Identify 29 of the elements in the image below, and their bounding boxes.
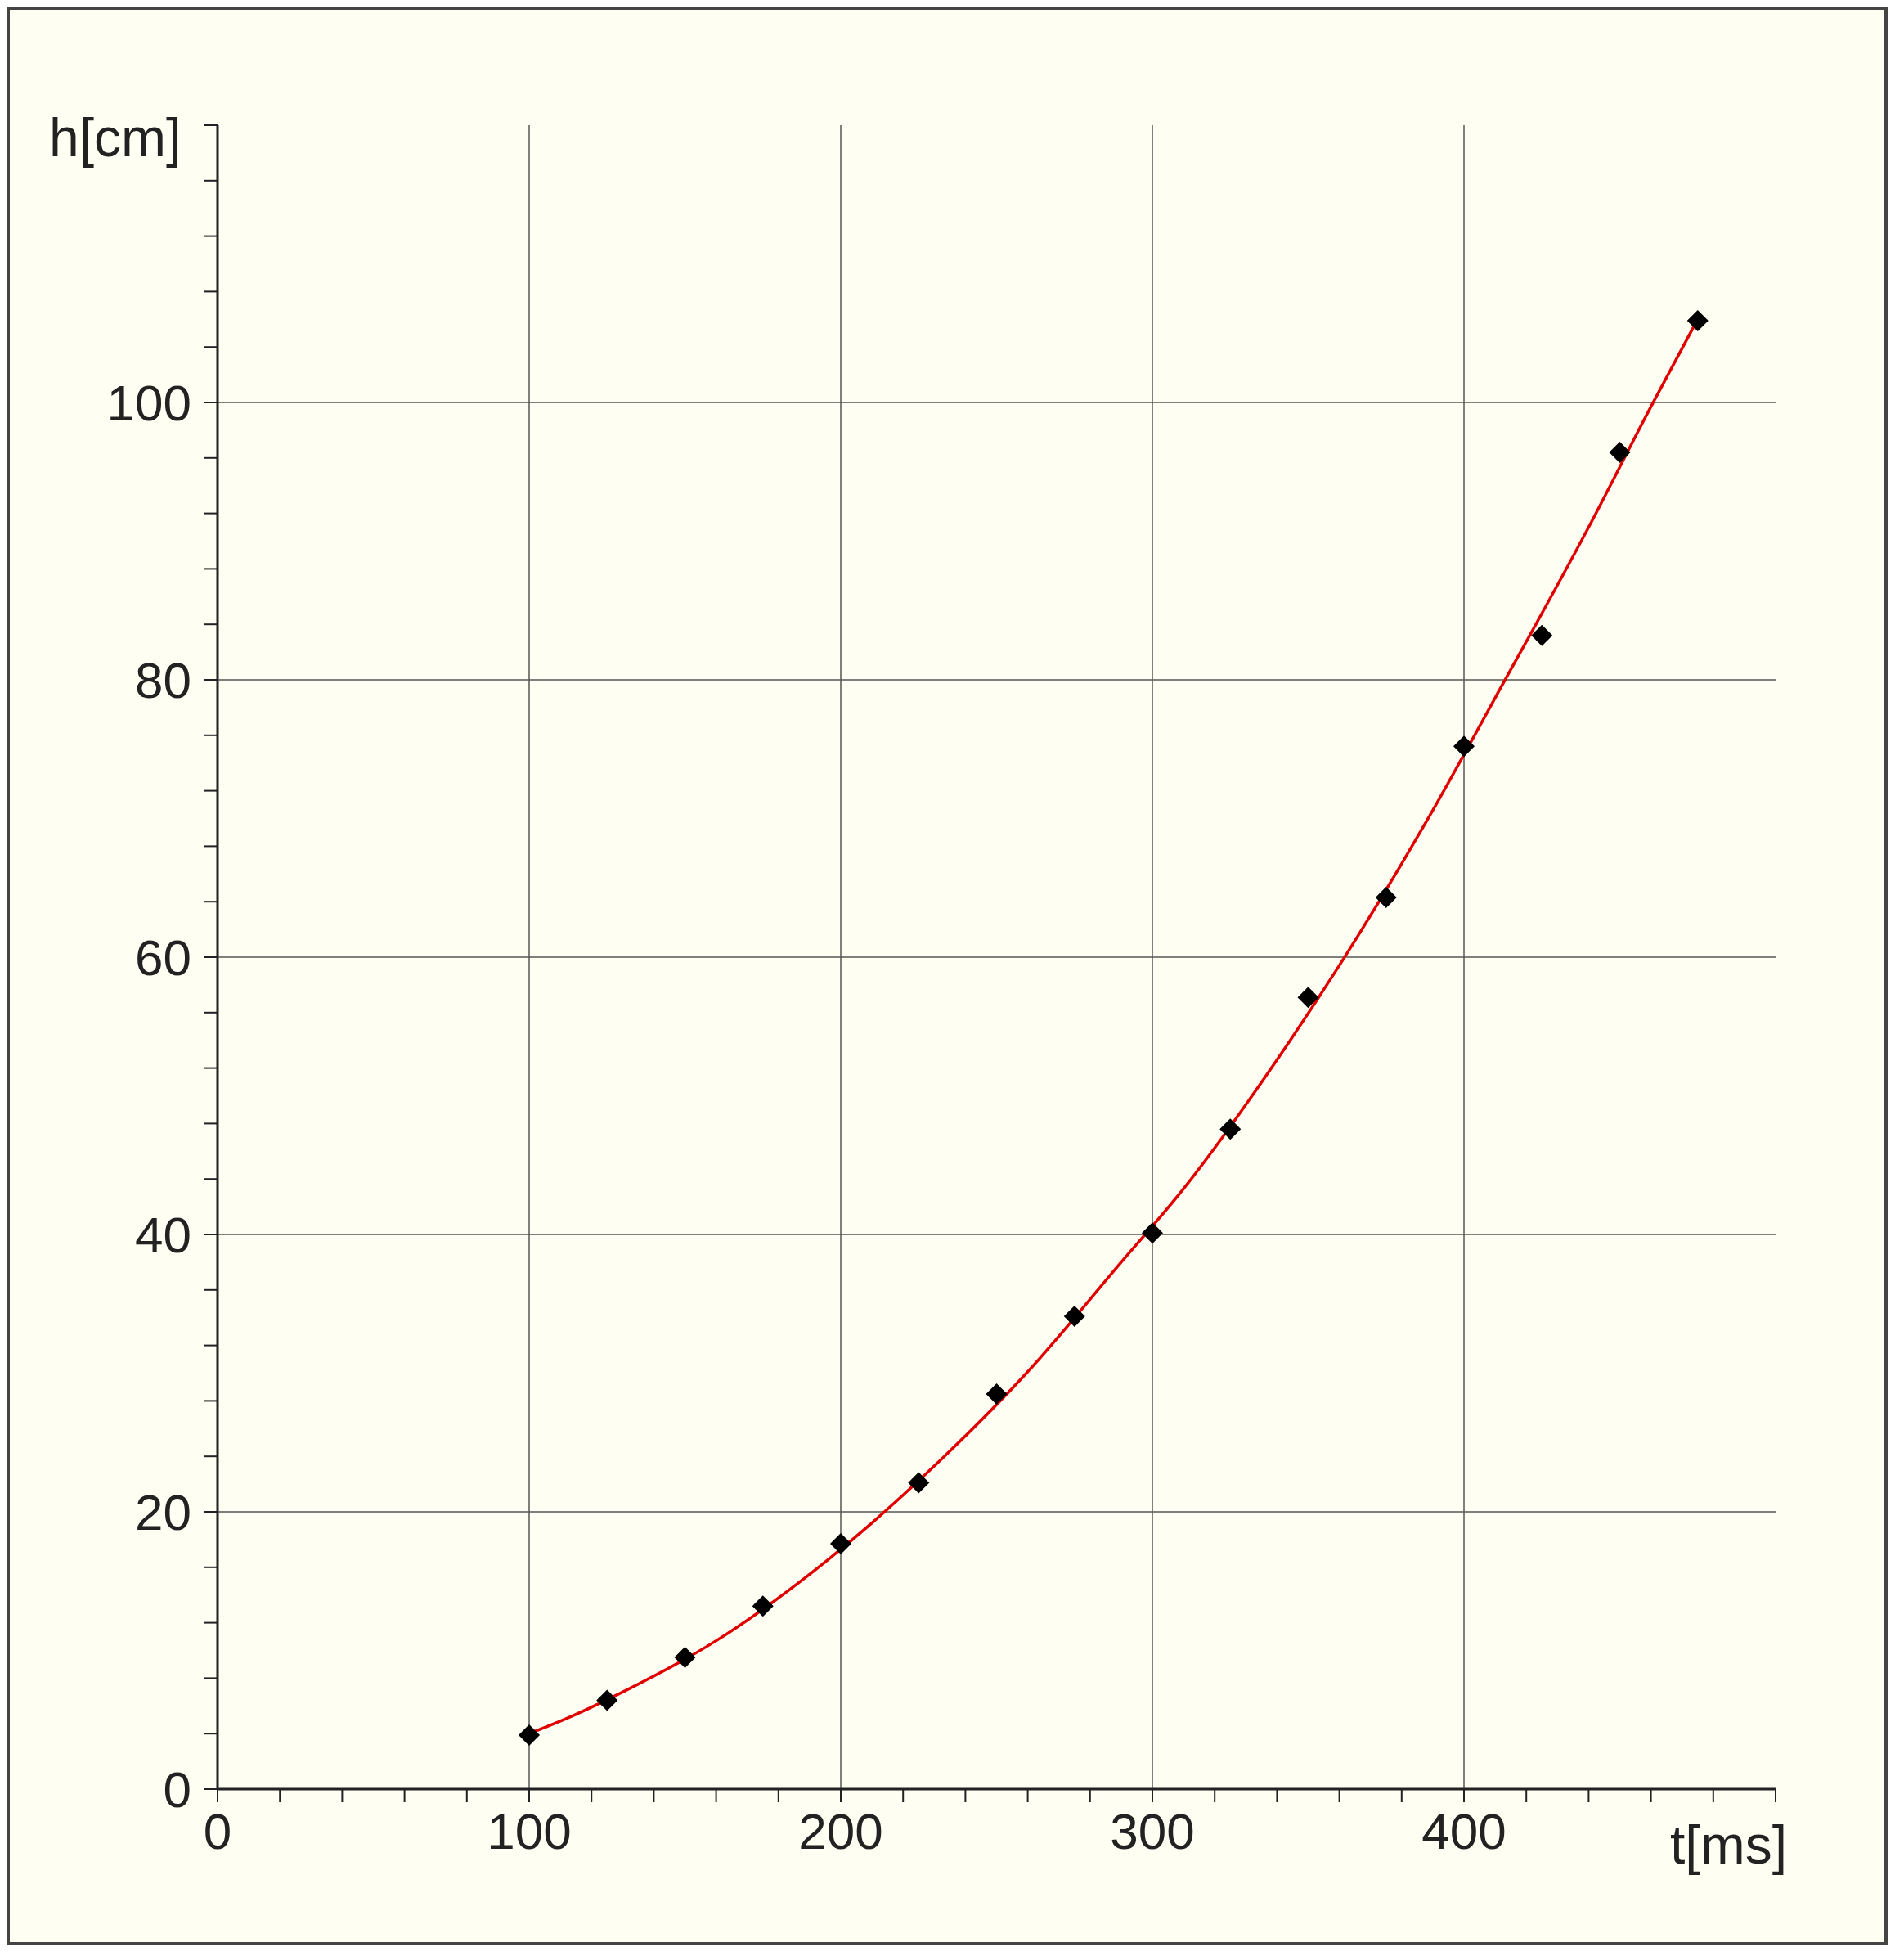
y-tick-label: 80: [135, 652, 191, 708]
x-tick-label: 100: [487, 1803, 572, 1859]
point: [1297, 987, 1319, 1009]
y-axis-title: h[cm]: [49, 106, 182, 169]
point: [1142, 1222, 1163, 1244]
point: [752, 1595, 774, 1617]
point: [1686, 309, 1709, 331]
point: [1063, 1306, 1085, 1328]
point: [1531, 624, 1553, 646]
x-tick-label: 0: [203, 1803, 232, 1859]
point: [1375, 887, 1397, 909]
x-tick-label: 300: [1110, 1803, 1195, 1859]
y-tick-label: 0: [163, 1761, 191, 1818]
x-axis-title: t[ms]: [1670, 1814, 1787, 1876]
point: [674, 1646, 696, 1668]
point: [986, 1383, 1008, 1405]
y-tick-label: 20: [135, 1484, 191, 1540]
x-tick-label: 200: [798, 1803, 883, 1859]
point: [1453, 735, 1475, 758]
y-tick-label: 100: [106, 375, 191, 431]
point: [1219, 1118, 1242, 1140]
point: [830, 1532, 851, 1554]
y-tick-label: 60: [135, 929, 191, 986]
x-tick-label: 400: [1421, 1803, 1507, 1859]
point: [596, 1689, 618, 1711]
point: [908, 1472, 930, 1494]
point: [1609, 442, 1631, 464]
point: [519, 1724, 540, 1746]
y-tick-label: 40: [135, 1207, 191, 1263]
